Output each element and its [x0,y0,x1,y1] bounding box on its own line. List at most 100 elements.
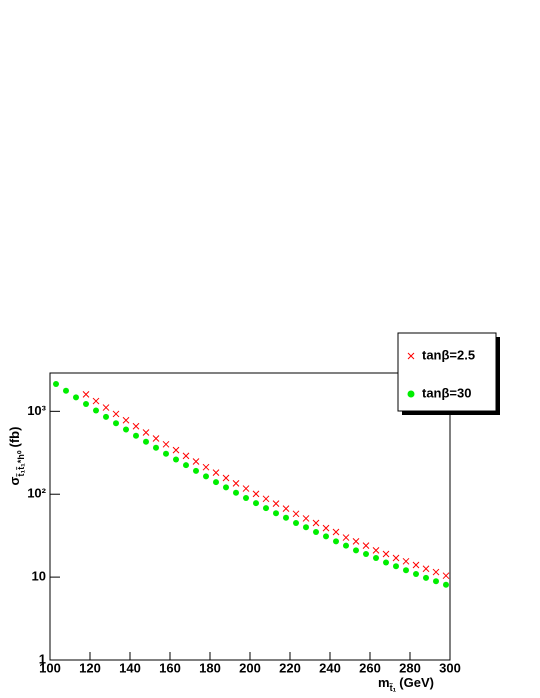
y-label-unit: (fb) [7,427,22,448]
point [163,450,169,457]
point [93,407,99,414]
point [82,391,90,398]
point [312,519,320,527]
point [162,440,170,448]
point [272,500,280,507]
point [372,547,380,554]
point [393,563,399,570]
x-tick-label: 260 [359,660,381,675]
point [282,505,290,512]
x-axis-title: mt̃₁ (GeV) [378,675,434,693]
point [263,505,269,512]
plot-frame [49,372,451,661]
point [53,380,59,387]
point [242,485,250,492]
x-label-sub: t̃₁ [389,683,397,694]
legend-box [397,332,497,412]
point [442,572,450,580]
point [292,510,300,518]
x-tick-label: 200 [239,660,261,675]
x-label: m [378,675,390,690]
point [133,432,139,439]
y-label: σ [7,476,22,485]
point [123,426,129,433]
point [222,474,230,482]
point [383,559,389,566]
point [412,561,420,569]
point [103,413,109,420]
point [63,387,69,394]
point [233,489,239,496]
point [172,446,180,454]
point [323,533,329,540]
point [373,555,379,562]
point [252,490,260,498]
point [322,524,330,532]
point [362,542,370,549]
y-label-sub: t̃₁t̃₁*h⁰ [16,450,27,477]
point [443,581,449,588]
point [423,574,429,581]
point [342,534,350,541]
x-tick-label: 180 [199,660,221,675]
legend-label: tanβ=30 [422,385,472,400]
point [402,557,410,565]
point [303,524,309,531]
point [273,510,279,517]
point [392,554,400,562]
point [433,578,439,585]
point [403,567,409,574]
point [152,435,160,442]
y-tick-label: 10² [27,486,46,501]
point [363,551,369,558]
legend-marker [407,352,415,360]
point [173,456,179,463]
x-tick-label: 100 [39,660,61,675]
point [203,473,209,480]
point [332,528,340,536]
point [193,467,199,474]
x-tick-label: 220 [279,660,301,675]
point [313,529,319,536]
point [212,469,220,477]
point [92,397,100,405]
point [382,550,390,558]
point [213,479,219,486]
point [183,462,189,469]
point [223,484,229,491]
point [352,538,360,545]
x-tick-label: 280 [399,660,421,675]
y-tick-label: 1 [39,651,46,666]
y-tick-label: 10³ [27,403,46,418]
y-axis-title: σt̃₁t̃₁*h⁰ (fb) [7,427,26,486]
point [293,519,299,526]
point [422,565,430,573]
x-tick-label: 240 [319,660,341,675]
point [302,515,310,522]
x-label-unit: (GeV) [399,675,434,690]
point [142,429,150,436]
point [153,444,159,451]
point [83,400,89,407]
point [202,463,210,471]
point [253,500,259,507]
point [343,542,349,549]
point [122,416,130,424]
point [232,480,240,487]
x-tick-label: 300 [439,660,461,675]
legend-marker [407,390,415,398]
x-tick-label: 160 [159,660,181,675]
point [113,420,119,427]
y-tick-label: 10 [32,569,46,584]
x-tick-label: 140 [119,660,141,675]
point [243,495,249,502]
point [432,568,440,576]
point [262,495,270,503]
point [112,410,120,418]
point [102,404,110,411]
point [283,514,289,521]
point [143,438,149,445]
point [353,547,359,554]
point [192,458,200,465]
